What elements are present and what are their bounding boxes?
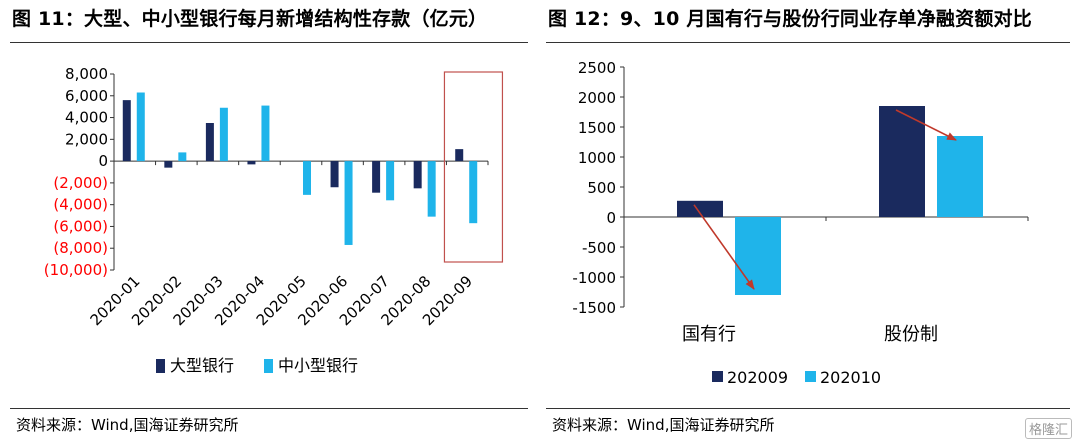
- right-y-tick-label: -500: [582, 239, 616, 257]
- right-legend-swatch: [805, 371, 816, 382]
- left-bar-small-medium-bank: [427, 161, 436, 217]
- left-legend-swatch: [156, 359, 165, 373]
- left-bar-large-bank: [164, 161, 173, 168]
- change-arrow: [693, 204, 755, 290]
- right-x-tick-label: 国有行: [682, 324, 736, 345]
- right-legend-label: 202009: [727, 368, 788, 387]
- right-figure-title: 图 12：9、10 月国有行与股份行同业存单净融资额对比: [548, 8, 1032, 30]
- right-y-tick-label: 1500: [578, 119, 616, 137]
- left-y-tick-label: 4,000: [65, 109, 108, 127]
- left-bar-small-medium-bank: [344, 161, 353, 245]
- left-y-tick-label: 0: [98, 152, 108, 170]
- watermark-logo: 格隆汇: [1024, 418, 1072, 439]
- right-bar-202009: [879, 106, 925, 217]
- left-bar-large-bank: [372, 161, 381, 193]
- right-y-tick-label: 2000: [578, 89, 616, 107]
- right-legend-label: 202010: [820, 368, 881, 387]
- left-bar-large-bank: [122, 100, 131, 162]
- right-y-tick-label: -1500: [572, 299, 616, 317]
- left-legend-swatch: [264, 359, 273, 373]
- left-bar-large-bank: [413, 161, 422, 189]
- left-bar-large-bank: [247, 161, 256, 165]
- left-bar-small-medium-bank: [178, 152, 187, 162]
- left-bar-small-medium-bank: [469, 161, 478, 224]
- right-y-tick-label: 0: [606, 209, 616, 227]
- left-bottom-divider: [10, 408, 528, 409]
- left-bar-large-bank: [330, 161, 339, 188]
- right-legend-swatch: [712, 371, 723, 382]
- right-bottom-divider: [546, 408, 1070, 409]
- right-bar-202010: [735, 217, 781, 295]
- right-y-tick-label: 2500: [578, 59, 616, 77]
- right-bar-202010: [937, 136, 983, 217]
- left-y-tick-label: (4,000): [53, 196, 108, 214]
- left-source-note: 资料来源：Wind,国海证券研究所: [16, 416, 239, 434]
- change-arrow: [895, 109, 957, 141]
- left-bar-small-medium-bank: [303, 161, 311, 195]
- left-bar-small-medium-bank: [219, 107, 228, 162]
- left-bar-small-medium-bank: [136, 92, 145, 162]
- left-bar-small-medium-bank: [261, 105, 270, 162]
- left-y-tick-label: 6,000: [65, 87, 108, 105]
- left-top-divider: [10, 42, 528, 43]
- right-y-tick-label: -1000: [572, 269, 616, 287]
- left-y-tick-label: 8,000: [65, 65, 108, 83]
- left-bar-chart: 8,000 6,000 4,000 2,000 0 (2,000) (4,000) (6,00…: [44, 65, 504, 375]
- left-y-tick-label: (2,000): [53, 174, 108, 192]
- left-y-tick-label: 2,000: [65, 130, 108, 148]
- left-bar-large-bank: [455, 149, 464, 162]
- left-y-tick-label: (8,000): [53, 239, 108, 257]
- right-bar-202009: [677, 200, 723, 217]
- right-x-tick-label: 股份制: [884, 324, 938, 345]
- left-y-tick-label: (10,000): [44, 261, 108, 279]
- right-y-tick-label: 500: [587, 179, 616, 197]
- left-legend-label: 中小型银行: [278, 356, 358, 375]
- left-legend-label: 大型银行: [170, 356, 234, 375]
- right-bar-chart: 2500 2000 1500 1000 500 0 -500 -1000 -1500 国有行 股份制…: [572, 59, 1029, 387]
- right-top-divider: [546, 42, 1070, 43]
- right-y-tick-label: 1000: [578, 149, 616, 167]
- right-source-note: 资料来源：Wind,国海证券研究所: [552, 416, 775, 434]
- left-y-tick-label: (6,000): [53, 217, 108, 235]
- left-figure-title: 图 11：大型、中小型银行每月新增结构性存款（亿元）: [12, 8, 488, 30]
- left-bar-large-bank: [205, 123, 214, 162]
- highlight-box: [443, 71, 504, 263]
- left-bar-small-medium-bank: [386, 161, 395, 201]
